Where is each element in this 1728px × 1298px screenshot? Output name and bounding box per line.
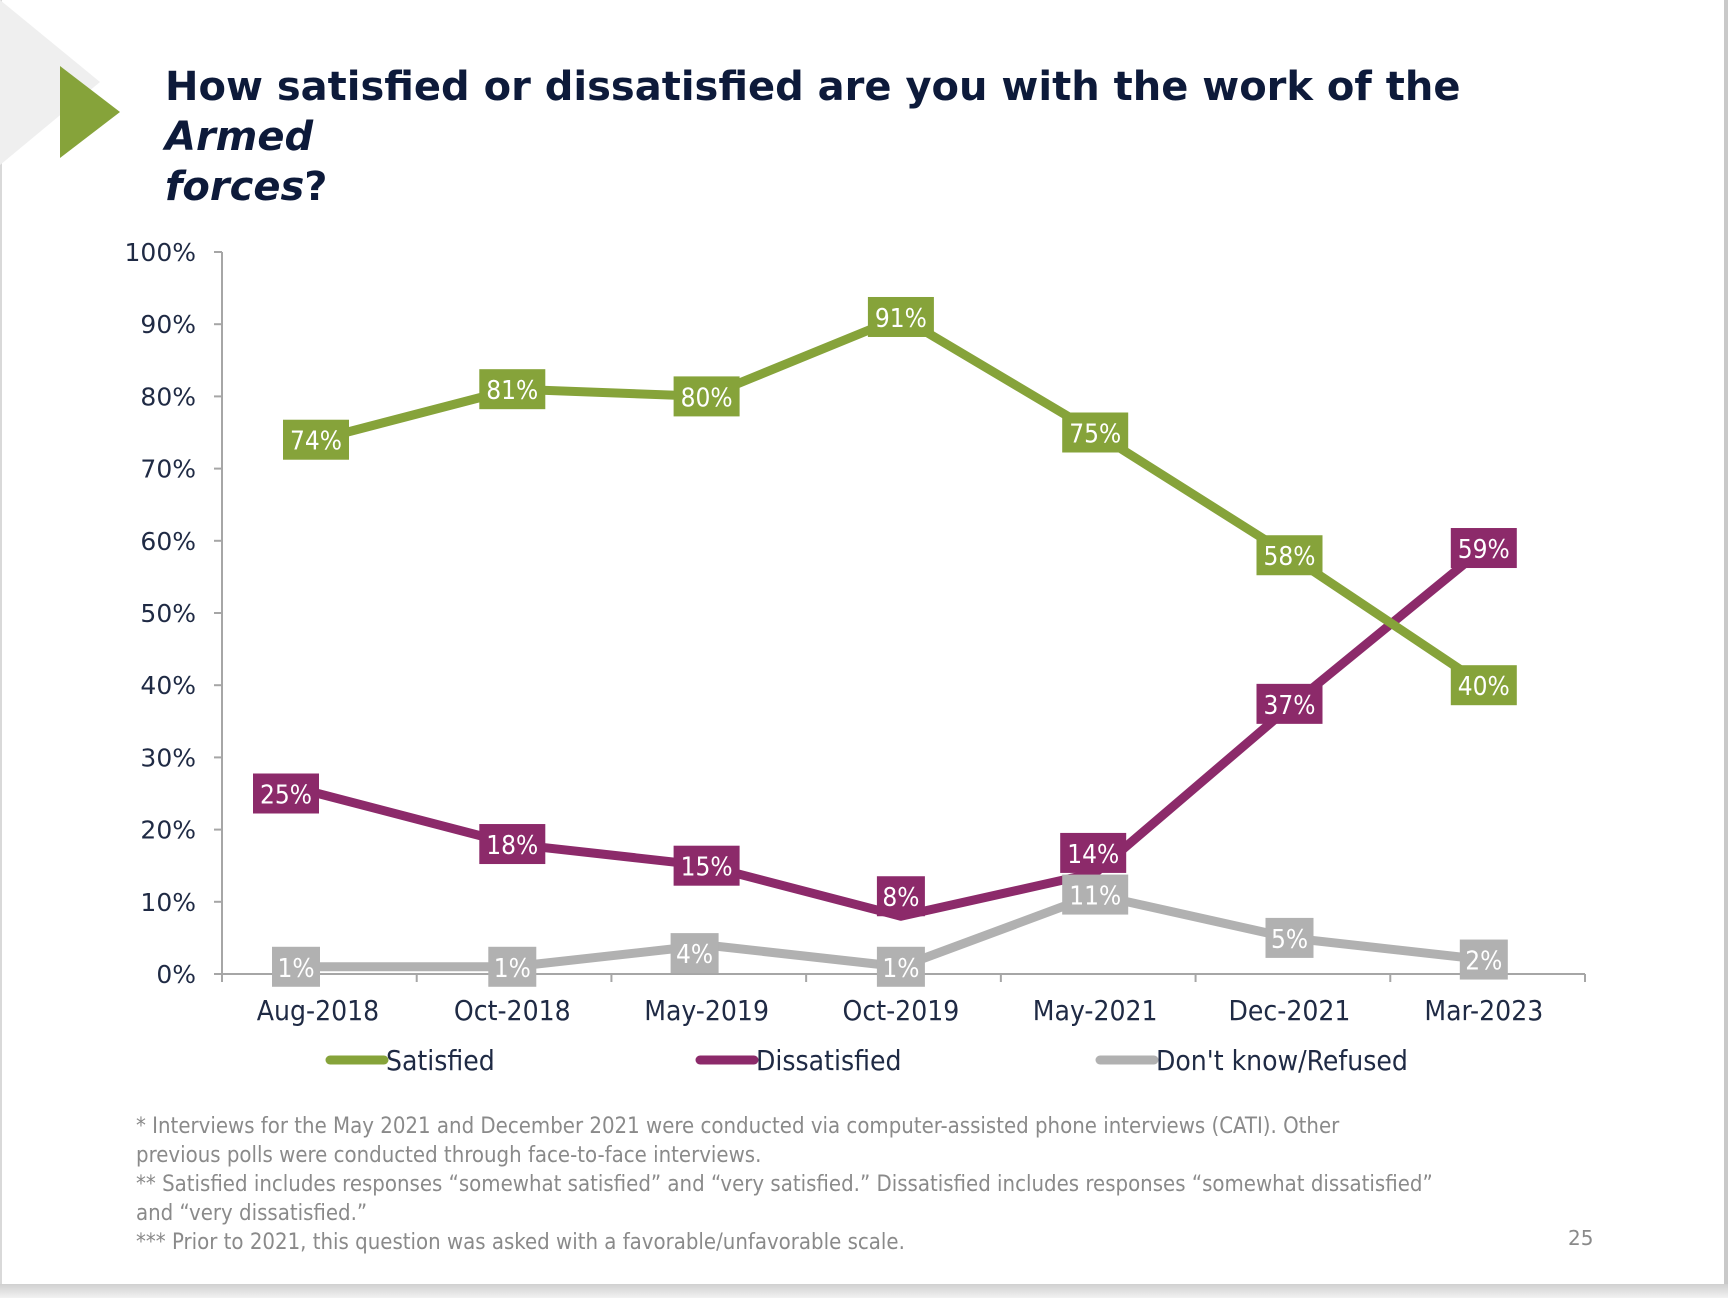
data-label-box	[670, 933, 719, 974]
data-label: 58%	[1264, 542, 1316, 572]
corner-shape	[0, 0, 100, 165]
data-label: 91%	[875, 304, 927, 334]
y-tick-label: 50%	[140, 599, 196, 628]
data-label-box	[876, 876, 925, 917]
title-italic-armed: Armed	[165, 114, 314, 160]
data-label-box	[1062, 874, 1129, 915]
y-tick-label: 60%	[140, 527, 196, 556]
data-label-box	[272, 946, 320, 987]
data-label-box	[867, 296, 934, 337]
x-tick-label: Mar-2023	[1424, 994, 1543, 1027]
data-label-box	[488, 946, 537, 987]
data-label-box	[253, 773, 319, 814]
footnote-line: previous polls were conducted through fa…	[136, 1143, 762, 1168]
data-label: 74%	[290, 427, 342, 457]
y-tick-label: 0%	[156, 960, 196, 989]
footnote-line: * Interviews for the May 2021 and Decemb…	[136, 1114, 1340, 1139]
data-label-box	[1256, 535, 1323, 576]
data-label: 14%	[1067, 840, 1119, 870]
y-tick-label: 80%	[140, 382, 196, 411]
y-tick-label: 100%	[125, 238, 196, 267]
legend-label: Satisfied	[386, 1044, 495, 1077]
data-label-box	[1450, 665, 1517, 706]
data-label: 75%	[1069, 420, 1121, 450]
data-label-box	[1062, 412, 1129, 453]
x-tick-label: May-2021	[1033, 994, 1158, 1027]
data-label: 1%	[494, 954, 531, 984]
data-label: 15%	[681, 853, 733, 883]
data-label: 1%	[277, 954, 314, 984]
data-label-box	[1256, 683, 1323, 724]
footnote-line: *** Prior to 2021, this question was ask…	[136, 1230, 905, 1255]
data-label-box	[283, 419, 349, 460]
x-tick-label: Dec-2021	[1229, 994, 1351, 1027]
slide-decoration	[0, 0, 120, 165]
data-label-box	[673, 376, 740, 417]
y-tick-label: 30%	[140, 743, 196, 772]
data-label: 2%	[1465, 947, 1502, 977]
data-label: 11%	[1069, 882, 1121, 912]
y-tick-label: 20%	[140, 816, 196, 845]
y-tick-label: 10%	[140, 888, 196, 917]
data-label: 18%	[486, 831, 538, 861]
legend-label: Dissatisfied	[756, 1044, 901, 1077]
title-text: How satisfied or dissatisfied are you wi…	[165, 64, 1461, 110]
data-label-box	[1450, 528, 1517, 569]
line-chart: 0% 10% 20% 30% 40% 50% 60% 70% 80% 90% 100% Aug-201…	[125, 238, 1586, 1077]
data-label-box	[479, 369, 546, 410]
data-label: 40%	[1458, 672, 1510, 702]
y-tick-label: 70%	[140, 455, 196, 484]
play-arrow-icon	[60, 66, 120, 158]
data-label: 25%	[260, 781, 312, 811]
x-tick-label: Oct-2019	[843, 994, 960, 1027]
title-italic-forces: forces	[165, 164, 305, 210]
x-tick-label: Oct-2018	[454, 994, 571, 1027]
title-question-mark: ?	[304, 164, 328, 210]
data-label-box	[876, 946, 925, 987]
footnote-line: and “very dissatisfied.”	[136, 1201, 368, 1226]
data-label-box	[673, 845, 740, 886]
data-label: 4%	[676, 940, 713, 970]
slide-right-edge	[1724, 0, 1728, 1298]
legend-label: Don't know/Refused	[1156, 1044, 1408, 1077]
footnote-line: ** Satisfied includes responses “somewha…	[136, 1172, 1433, 1197]
data-label: 8%	[882, 883, 919, 913]
data-label-box	[1459, 939, 1508, 980]
x-tick-label: Aug-2018	[257, 994, 379, 1027]
data-label: 59%	[1458, 535, 1510, 565]
x-tick-label: May-2019	[644, 994, 769, 1027]
data-label-box	[479, 824, 546, 865]
data-label: 37%	[1264, 691, 1316, 721]
y-tick-label: 40%	[140, 671, 196, 700]
data-label: 81%	[486, 376, 538, 406]
slide-bottom-edge	[0, 1284, 1728, 1298]
page-number: 25	[1568, 1226, 1594, 1250]
data-label-box	[1265, 917, 1314, 958]
data-label-box	[1060, 832, 1127, 873]
data-label: 1%	[882, 954, 919, 984]
data-label: 80%	[681, 383, 733, 413]
y-tick-label: 90%	[140, 310, 196, 339]
slide-left-edge	[0, 0, 2, 1284]
footnotes: * Interviews for the May 2021 and Decemb…	[136, 1112, 1556, 1257]
data-label: 5%	[1271, 925, 1308, 955]
slide-title: How satisfied or dissatisfied are you wi…	[165, 62, 1565, 212]
